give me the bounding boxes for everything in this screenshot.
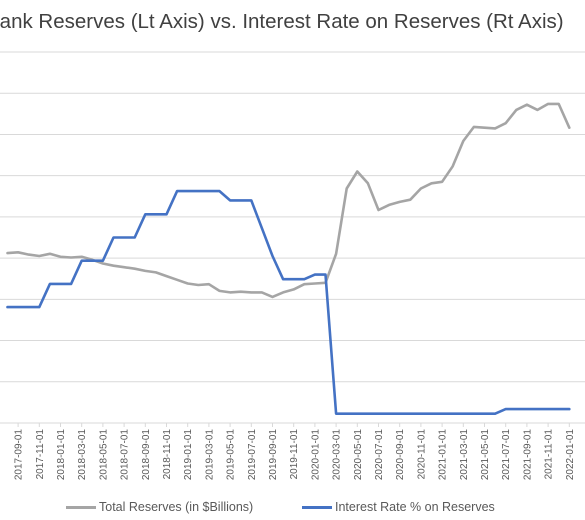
x-tick-label: 2019-09-01 xyxy=(268,429,279,481)
x-tick-label: 2018-09-01 xyxy=(141,429,152,481)
chart-title: Bank Reserves (Lt Axis) vs. Interest Rat… xyxy=(0,10,564,33)
x-tick-label: 2021-05-01 xyxy=(480,429,491,481)
x-tick-label: 2020-01-01 xyxy=(310,429,321,481)
x-tick-label: 2019-05-01 xyxy=(226,429,237,481)
x-tick-label: 2021-03-01 xyxy=(459,429,470,481)
x-tick-label: 2018-03-01 xyxy=(77,429,88,481)
x-tick-label: 2019-01-01 xyxy=(183,429,194,481)
x-tick-label: 2018-05-01 xyxy=(98,429,109,481)
x-tick-label: 2018-07-01 xyxy=(120,429,131,481)
x-tick-label: 2020-11-01 xyxy=(416,429,427,480)
legend-item-interest-rate[interactable]: Interest Rate % on Reserves xyxy=(302,500,495,514)
x-tick-label: 2020-05-01 xyxy=(353,429,364,481)
x-tick-label: 2018-11-01 xyxy=(162,429,173,480)
gridlines xyxy=(0,51,585,424)
series-line-total-reserves xyxy=(6,102,571,299)
x-tick-label: 2020-09-01 xyxy=(395,429,406,481)
legend-swatch-total-reserves xyxy=(66,505,96,509)
x-tick-label: 2019-03-01 xyxy=(204,429,215,481)
x-tick-label: 2019-07-01 xyxy=(247,429,258,481)
x-tick-label: 2021-07-01 xyxy=(501,429,512,481)
x-tick-label: 2021-09-01 xyxy=(522,429,533,481)
x-tick-label: 2017-11-01 xyxy=(35,429,46,480)
series-layer xyxy=(6,102,571,416)
legend-label-interest-rate: Interest Rate % on Reserves xyxy=(335,500,495,514)
x-tick-label: 2021-01-01 xyxy=(438,429,449,481)
x-tick-label: 2021-11-01 xyxy=(544,429,555,480)
series-line-interest-rate xyxy=(6,189,571,416)
x-tick-label: 2017-09-01 xyxy=(14,429,25,481)
x-tick-label: 2020-07-01 xyxy=(374,429,385,481)
x-tick-label: 2019-11-01 xyxy=(289,429,300,480)
x-tick-label: 2020-03-01 xyxy=(332,429,343,481)
legend-swatch-interest-rate xyxy=(302,505,332,509)
legend-label-total-reserves: Total Reserves (in $Billions) xyxy=(99,500,254,514)
x-tick-labels: 2017-09-01 2017-11-01 2018-01-01 2018-03-01… xyxy=(14,423,576,480)
x-tick-label: 2018-01-01 xyxy=(56,429,67,481)
legend-item-total-reserves[interactable]: Total Reserves (in $Billions) xyxy=(66,500,253,514)
x-tick-label: 2022-01-01 xyxy=(565,429,576,481)
